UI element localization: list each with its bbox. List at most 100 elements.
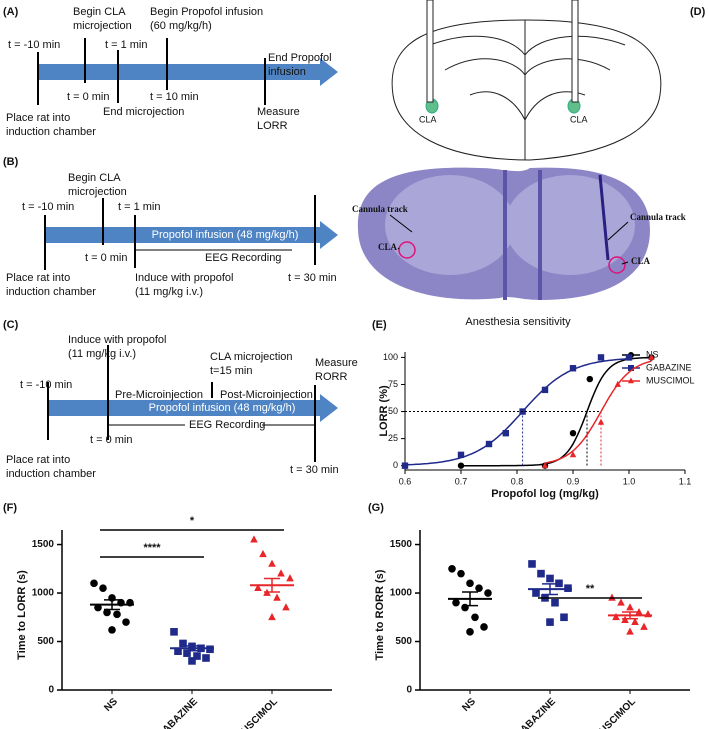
data-point bbox=[528, 560, 536, 568]
data-point bbox=[286, 574, 294, 582]
label-text: Propofol infusion (48 mg/kg/h) bbox=[149, 402, 296, 414]
data-point bbox=[484, 589, 492, 597]
x-tick-label: 1.0 bbox=[623, 476, 636, 486]
sem-bar bbox=[184, 645, 200, 652]
data-point bbox=[193, 652, 201, 660]
data-point bbox=[471, 613, 479, 622]
data-point bbox=[614, 380, 621, 387]
sem-bar bbox=[104, 599, 120, 611]
label-text: t = 10 min bbox=[150, 91, 199, 103]
label-text: t = 1 min bbox=[105, 39, 148, 51]
data-point bbox=[174, 647, 182, 656]
data-point bbox=[569, 429, 577, 437]
label-text: End Propofol bbox=[268, 52, 332, 64]
data-point bbox=[475, 584, 483, 592]
x-tick-label: MUSCIMOL bbox=[592, 696, 638, 729]
brain-diagram bbox=[391, 0, 662, 161]
sem-bar bbox=[622, 611, 638, 620]
x-tick-label: NS bbox=[102, 696, 120, 714]
data-point bbox=[502, 429, 509, 437]
label-text: (11 mg/kg i.v.) bbox=[135, 286, 203, 298]
label-text: Post-Microinjection bbox=[220, 389, 313, 401]
data-point bbox=[480, 623, 488, 631]
data-point bbox=[452, 598, 460, 607]
data-point bbox=[103, 608, 111, 617]
x-tick-label: GABAZINE bbox=[155, 696, 200, 729]
data-point bbox=[268, 612, 276, 621]
legend-label: NS bbox=[646, 349, 659, 359]
data-point bbox=[532, 589, 540, 597]
label-text: induction chamber bbox=[6, 286, 96, 298]
data-point bbox=[466, 579, 474, 588]
y-tick-label: 1000 bbox=[32, 588, 55, 599]
data-point bbox=[612, 612, 620, 621]
label-text: Place rat into bbox=[6, 454, 70, 466]
data-point bbox=[626, 603, 634, 611]
data-point bbox=[457, 569, 465, 578]
fit-curve bbox=[404, 358, 630, 466]
x-tick-label: 0.7 bbox=[455, 476, 468, 486]
data-point bbox=[282, 603, 290, 611]
data-point bbox=[457, 451, 465, 459]
data-point bbox=[597, 418, 605, 425]
legend-label: MUSCIMOL bbox=[646, 375, 695, 385]
label-text: t = 30 min bbox=[290, 464, 339, 476]
label-text: CLA bbox=[378, 242, 398, 252]
x-tick-label: GABAZINE bbox=[513, 696, 558, 729]
data-point bbox=[560, 613, 568, 622]
data-point bbox=[401, 462, 409, 469]
y-tick-label: 1500 bbox=[32, 539, 55, 550]
sem-bar bbox=[462, 591, 478, 607]
y-tick-label: 500 bbox=[37, 636, 54, 647]
data-point bbox=[254, 583, 262, 592]
data-point bbox=[648, 353, 655, 360]
data-point bbox=[273, 593, 281, 601]
label-text: Begin CLA bbox=[68, 172, 121, 184]
data-point bbox=[608, 593, 616, 601]
label-text: t = 1 min bbox=[118, 201, 161, 213]
label-text: t = 0 min bbox=[85, 252, 128, 264]
data-point bbox=[569, 451, 577, 458]
data-point bbox=[625, 354, 633, 361]
label-text: infusion bbox=[268, 66, 306, 78]
legend-marker bbox=[628, 377, 634, 384]
sem-bar bbox=[264, 577, 280, 593]
data-point bbox=[99, 584, 107, 592]
panel-label: (F) bbox=[3, 502, 17, 514]
data-point bbox=[569, 365, 577, 372]
label-text: End microjection bbox=[103, 106, 184, 118]
x-tick-label: 0.6 bbox=[399, 476, 412, 486]
label-text: Pre-Microinjection bbox=[115, 389, 203, 401]
label-text: (B) bbox=[3, 156, 19, 168]
y-tick-label: 0 bbox=[48, 685, 54, 696]
data-point bbox=[546, 574, 554, 583]
x-tick-label: 0.8 bbox=[511, 476, 524, 486]
label-text: Induce with propofol bbox=[68, 334, 166, 346]
data-point bbox=[122, 618, 130, 626]
data-point bbox=[541, 461, 549, 469]
data-point bbox=[551, 598, 559, 607]
label-text: (60 mg/kg/h) bbox=[150, 20, 212, 32]
data-point bbox=[485, 440, 493, 448]
label-text: RORR bbox=[315, 371, 347, 383]
data-point bbox=[170, 628, 178, 636]
data-point bbox=[188, 657, 196, 665]
label-text: t = 0 min bbox=[67, 91, 110, 103]
label-text: Measure bbox=[257, 106, 300, 118]
legend-label: GABAZINE bbox=[646, 362, 692, 372]
x-axis-title: Propofol log (mg/kg) bbox=[491, 488, 599, 500]
label-text: CLA microjection bbox=[210, 351, 293, 363]
data-point bbox=[183, 649, 191, 657]
significance-label: **** bbox=[143, 542, 161, 554]
data-point bbox=[90, 579, 98, 588]
data-point bbox=[546, 618, 554, 626]
label-text: Cannula track bbox=[630, 212, 686, 222]
label-text: EEG Recording bbox=[189, 419, 265, 431]
data-point bbox=[277, 569, 285, 577]
data-point bbox=[640, 622, 648, 630]
y-tick-label: 0 bbox=[393, 460, 398, 470]
fit-curve bbox=[544, 360, 652, 464]
label-text: Cannula track bbox=[352, 204, 408, 214]
label-text: induction chamber bbox=[6, 126, 96, 138]
